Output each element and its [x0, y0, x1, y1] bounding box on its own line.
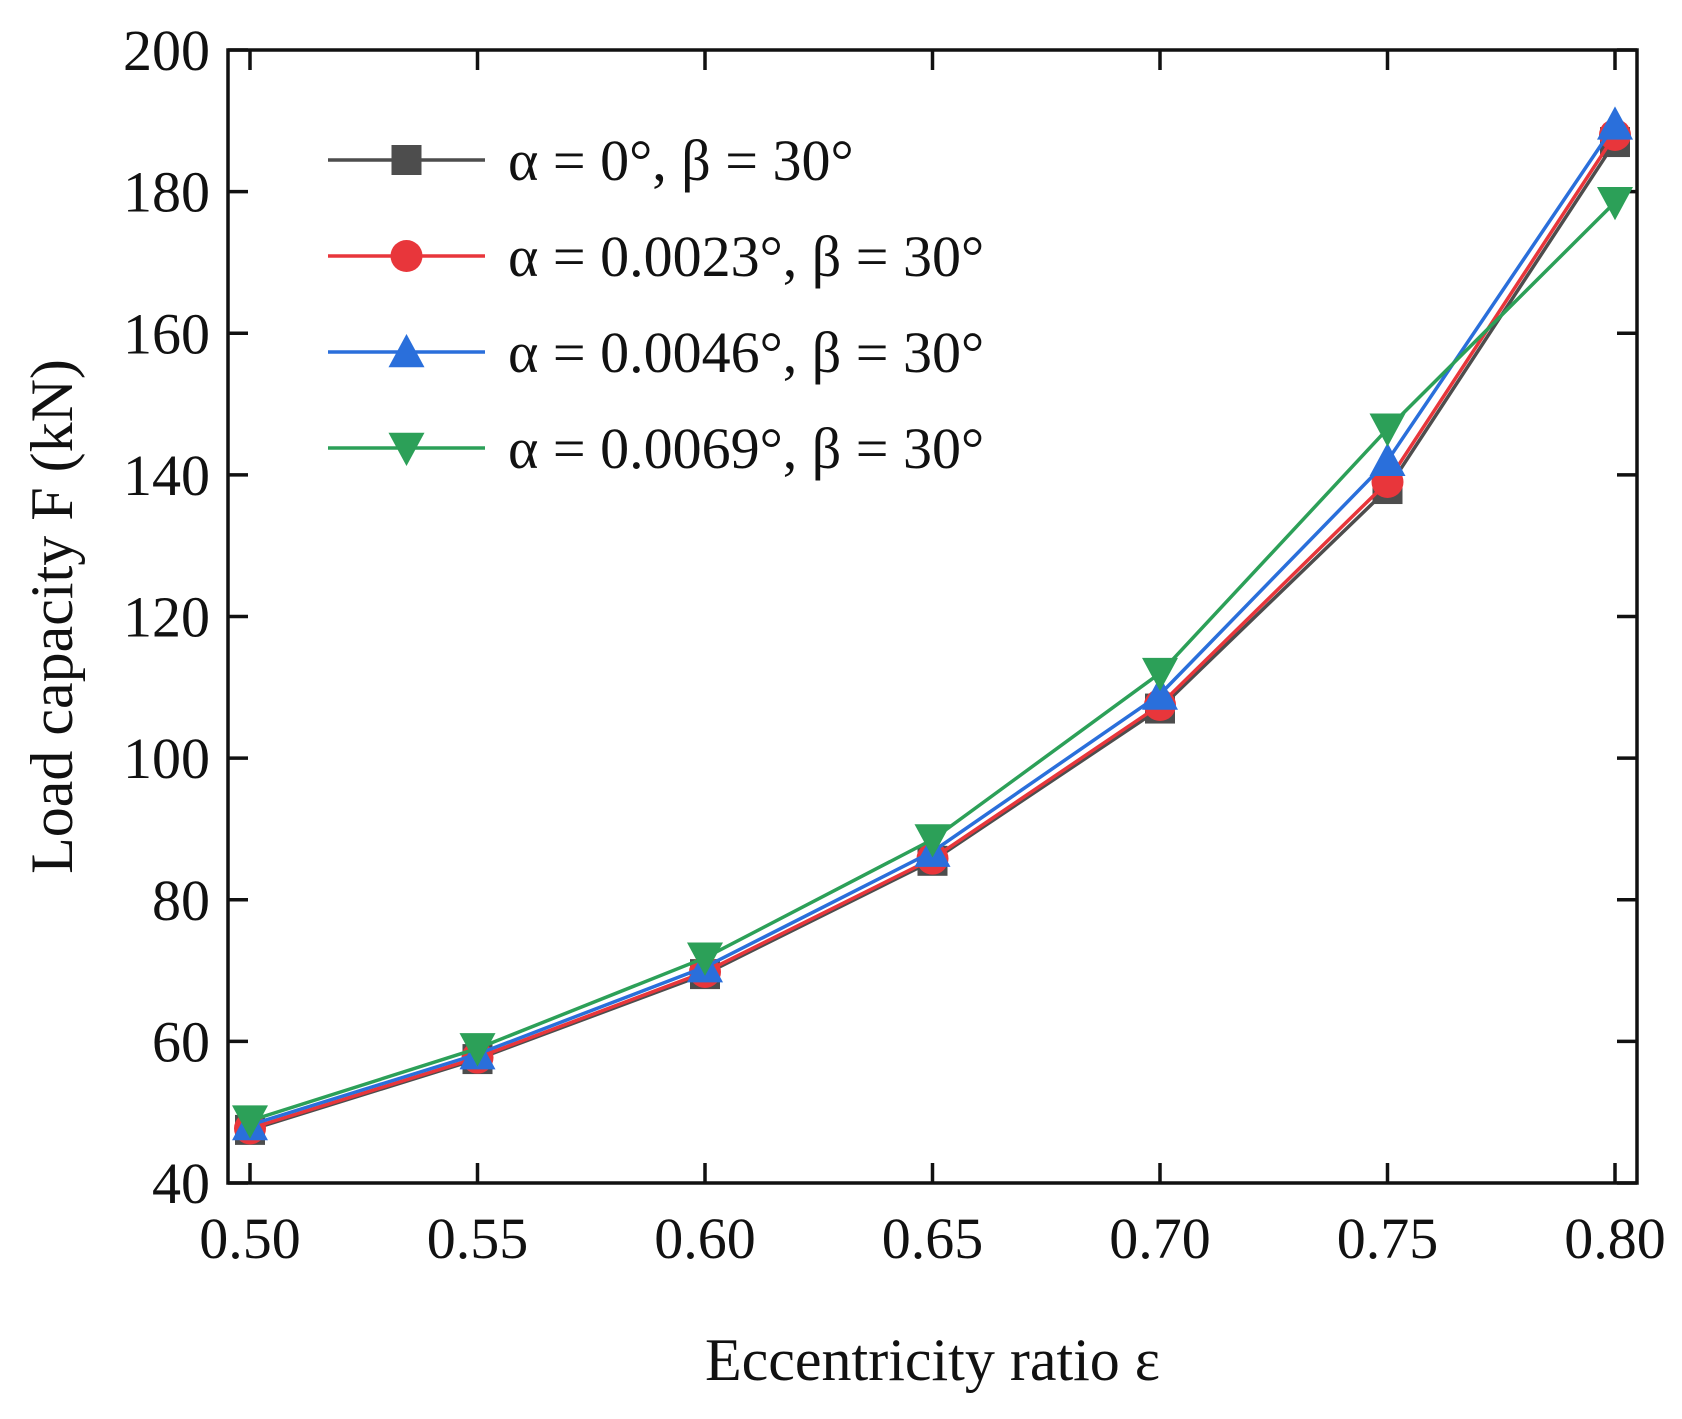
x-tick-label: 0.55 — [427, 1206, 529, 1271]
legend-label: α = 0.0023°, β = 30° — [508, 224, 984, 289]
plot-frame — [226, 48, 1639, 1185]
x-tick-label: 0.70 — [1109, 1206, 1211, 1271]
legend-item: α = 0.0046°, β = 30° — [328, 320, 984, 385]
data-point — [687, 942, 723, 976]
x-axis-title: Eccentricity ratio ε — [705, 1327, 1160, 1393]
y-tick-label: 60 — [152, 1009, 210, 1074]
y-tick-label: 80 — [152, 868, 210, 933]
y-tick-label: 40 — [152, 1151, 210, 1216]
data-point — [1597, 106, 1633, 140]
series-line — [249, 141, 1617, 1132]
axes: 0.50 0.55 0.60 0.65 0.70 0.75 0.80 40 60 80 100 120… — [123, 18, 1666, 1271]
data-point — [1142, 657, 1178, 692]
series-layer — [232, 106, 1633, 1145]
legend-label: α = 0.0069°, β = 30° — [508, 416, 984, 481]
x-tick-label: 0.65 — [882, 1206, 984, 1271]
data-point — [1597, 186, 1633, 221]
legend-label: α = 0°, β = 30° — [508, 128, 854, 193]
data-point — [914, 824, 951, 858]
y-tick-label: 140 — [123, 443, 210, 508]
legend: α = 0°, β = 30° α = 0.0023°, β = 30° α = 0… — [328, 128, 984, 481]
y-tick-label: 200 — [123, 18, 210, 83]
y-tick-label: 160 — [123, 301, 210, 366]
data-point — [459, 1033, 496, 1067]
x-tick-label: 0.75 — [1337, 1206, 1439, 1271]
legend-marker — [388, 334, 425, 368]
x-tick-label: 0.80 — [1564, 1206, 1666, 1271]
legend-item: α = 0°, β = 30° — [328, 128, 854, 193]
data-point — [232, 1105, 268, 1139]
y-tick-label: 100 — [123, 726, 210, 791]
y-tick-label: 120 — [123, 585, 210, 650]
data-point — [1369, 413, 1406, 447]
legend-label: α = 0.0046°, β = 30° — [508, 320, 984, 385]
legend-item: α = 0.0023°, β = 30° — [328, 224, 984, 289]
data-point — [1142, 676, 1178, 710]
x-tick-label: 0.60 — [654, 1206, 756, 1271]
legend-marker — [390, 240, 423, 272]
x-tick-label: 0.50 — [199, 1206, 301, 1271]
legend-item: α = 0.0069°, β = 30° — [328, 416, 984, 481]
series-4 — [232, 186, 1633, 1139]
legend-marker — [391, 145, 422, 175]
y-tick-label: 180 — [123, 160, 210, 225]
legend-marker — [388, 432, 425, 466]
y-axis-title: Load capacity F (kN) — [19, 359, 85, 874]
data-point — [1369, 442, 1406, 477]
